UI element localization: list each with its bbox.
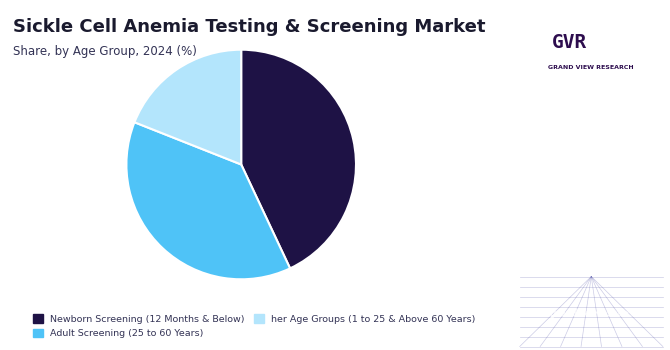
Text: $425.7M: $425.7M	[531, 121, 652, 145]
Wedge shape	[127, 122, 290, 279]
Text: Global Market Size,: Global Market Size,	[537, 184, 645, 194]
Text: Source:
www.grandviewresearch.com: Source: www.grandviewresearch.com	[526, 298, 659, 318]
Legend: Newborn Screening (12 Months & Below), Adult Screening (25 to 60 Years), her Age: Newborn Screening (12 Months & Below), A…	[29, 310, 480, 342]
Wedge shape	[241, 50, 356, 268]
Text: 2024: 2024	[577, 205, 606, 215]
Text: GVR: GVR	[552, 33, 588, 52]
Wedge shape	[135, 50, 241, 164]
Text: Share, by Age Group, 2024 (%): Share, by Age Group, 2024 (%)	[13, 46, 197, 58]
Text: GRAND VIEW RESEARCH: GRAND VIEW RESEARCH	[549, 65, 634, 70]
Text: Sickle Cell Anemia Testing & Screening Market: Sickle Cell Anemia Testing & Screening M…	[13, 18, 486, 35]
